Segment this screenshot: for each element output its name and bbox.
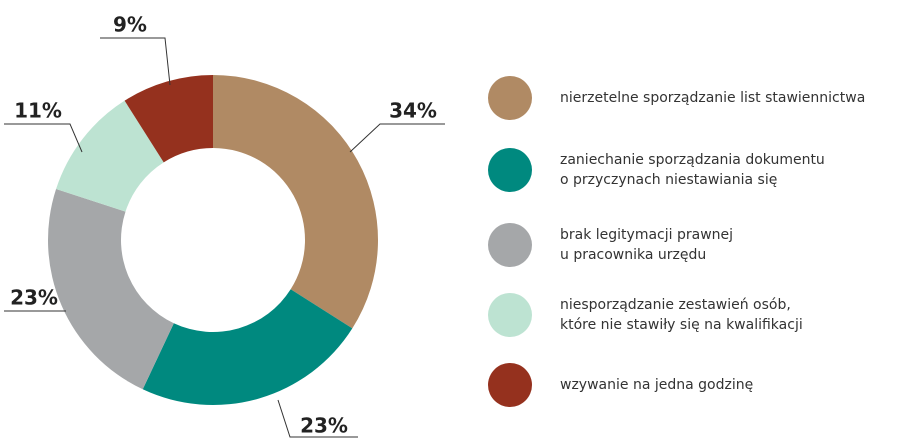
leader-line [277, 399, 358, 438]
value-label: 23% [10, 286, 58, 310]
legend-label: nierzetelne sporządzanie list stawiennic… [560, 90, 866, 106]
legend-marker [488, 363, 532, 407]
leader-line [100, 37, 171, 86]
donut-slice [213, 75, 378, 329]
donut-slice [56, 100, 164, 212]
leader-line [4, 123, 83, 153]
value-label: 23% [300, 414, 348, 438]
legend-marker [488, 223, 532, 267]
donut-slice [142, 289, 353, 405]
donut-slice [124, 75, 213, 163]
legend-label: brak legitymacji prawnej u pracownika ur… [560, 227, 734, 263]
value-label: 34% [389, 99, 437, 123]
legend-label: wzywanie na jedna godzinę [560, 377, 754, 393]
donut-slice [47, 189, 174, 390]
legend-marker [488, 293, 532, 337]
legend-marker [488, 148, 532, 192]
legend-label: niesporządzanie zestawień osób, które ni… [560, 297, 803, 333]
legend-marker [488, 76, 532, 120]
value-label: 9% [113, 13, 147, 37]
legend-label: zaniechanie sporządzania dokumentu o prz… [560, 152, 825, 188]
value-label: 11% [14, 99, 62, 123]
leader-line [349, 123, 445, 153]
